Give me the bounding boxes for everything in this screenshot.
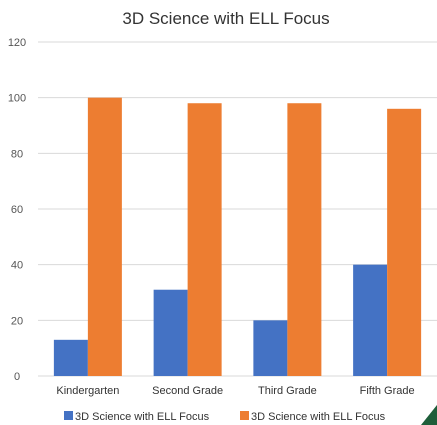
bar-1-kindergarten [53, 339, 88, 376]
x-category-label: Second Grade [152, 385, 223, 397]
bar-1-third-grade [253, 320, 288, 376]
y-axis-ticks: 0 20 40 60 80 100 120 [8, 37, 26, 383]
x-category-label: Kindergarten [56, 385, 119, 397]
bar-2-second-grade [187, 103, 222, 376]
y-tick-label: 120 [8, 37, 26, 49]
chart-title: 3D Science with ELL Focus [122, 9, 329, 28]
y-tick-label: 40 [11, 260, 23, 272]
corner-decoration [421, 405, 437, 425]
bars [53, 97, 422, 377]
x-axis-categories: Kindergarten Second Grade Third Grade Fifth… [56, 385, 414, 397]
bar-2-third-grade [287, 103, 322, 376]
bar-2-fifth-grade [387, 108, 422, 377]
legend: 3D Science with ELL Focus 3D Science with… [64, 411, 386, 423]
x-category-label: Fifth Grade [360, 385, 415, 397]
x-category-label: Third Grade [258, 385, 317, 397]
bar-2-kindergarten [87, 97, 122, 377]
legend-swatch [240, 411, 249, 420]
legend-label: 3D Science with ELL Focus [75, 411, 210, 423]
bar-1-second-grade [153, 289, 188, 376]
legend-swatch [64, 411, 73, 420]
bar-1-fifth-grade [353, 264, 388, 376]
y-tick-label: 20 [11, 315, 23, 327]
y-tick-label: 60 [11, 204, 23, 216]
y-tick-label: 80 [11, 148, 23, 160]
legend-label: 3D Science with ELL Focus [251, 411, 386, 423]
y-tick-label: 0 [14, 371, 20, 383]
y-tick-label: 100 [8, 93, 26, 105]
